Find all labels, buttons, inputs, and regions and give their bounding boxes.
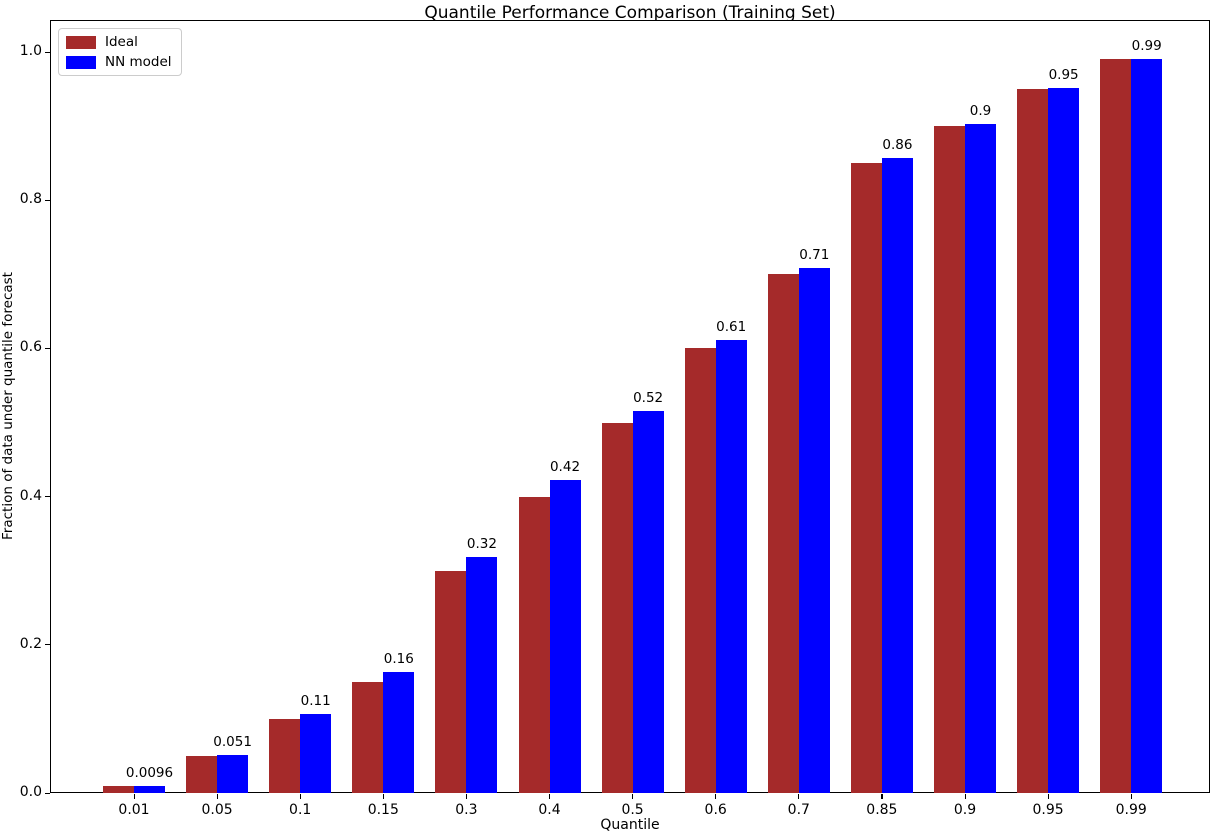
bar-value-label: 0.42 [549, 459, 581, 476]
x-tick-label: 0.4 [538, 802, 561, 818]
x-tick-label: 0.7 [787, 802, 810, 818]
bar-ideal [934, 126, 965, 793]
x-tick-label: 0.1 [289, 802, 312, 818]
bar-ideal [601, 422, 633, 793]
bar-nn-model [965, 123, 996, 793]
x-tick [216, 794, 218, 799]
bar-value-label: 0.11 [300, 692, 331, 709]
y-tick-label: 0.0 [19, 784, 42, 800]
x-tick [549, 794, 551, 799]
legend-label-ideal: Ideal [105, 34, 138, 50]
x-tick-label: 0.6 [704, 802, 727, 818]
x-tick-label: 0.9 [953, 802, 977, 818]
x-tick-label: 0.05 [201, 802, 233, 818]
bar-nn-model [881, 157, 913, 793]
bar-ideal [103, 785, 134, 793]
bar-ideal [850, 163, 882, 793]
x-tick [881, 794, 883, 799]
bar-nn-model [383, 672, 415, 793]
y-tick-label: 0.8 [19, 191, 42, 208]
x-tick [715, 794, 717, 799]
bar-nn-model [549, 480, 581, 793]
x-tick [465, 794, 468, 799]
y-tick [45, 199, 50, 201]
y-tick-label: 0.6 [19, 339, 42, 356]
chart-title: Quantile Performance Comparison (Trainin… [424, 3, 836, 23]
y-tick [45, 792, 50, 794]
bar-nn-model [134, 785, 165, 793]
bar-ideal [186, 755, 218, 793]
bar-value-label: 0.9 [969, 102, 992, 119]
x-axis-label: Quantile [600, 817, 660, 833]
bar-ideal [767, 274, 799, 793]
bar-nn-model [217, 755, 249, 793]
x-tick-label: 0.15 [367, 802, 399, 818]
y-tick-label: 0.4 [19, 487, 42, 504]
bar-value-label: 0.99 [1131, 38, 1162, 55]
bar-nn-model [798, 267, 830, 793]
bar-value-label: 0.86 [882, 136, 913, 153]
bar-value-label: 0.52 [633, 389, 664, 406]
y-tick [45, 496, 50, 498]
x-tick-label: 0.01 [118, 802, 150, 818]
x-tick-label: 0.95 [1032, 802, 1064, 818]
bar-value-label: 0.16 [383, 651, 414, 668]
bar-value-label: 0.61 [716, 319, 747, 336]
x-tick [1047, 794, 1049, 799]
bar-ideal [269, 718, 301, 793]
legend-swatch-nn-model [66, 55, 96, 69]
bar-ideal [518, 496, 550, 793]
bar-value-label: 0.95 [1048, 67, 1079, 84]
x-tick [1130, 794, 1132, 799]
bar-nn-model [632, 410, 664, 793]
bar-value-label: 0.71 [799, 246, 830, 263]
x-tick [964, 794, 966, 799]
x-tick [798, 794, 800, 799]
legend-item-ideal: Ideal [66, 34, 172, 50]
bar-nn-model [1048, 88, 1080, 793]
bar-ideal [1100, 59, 1132, 793]
legend: Ideal NN model [58, 28, 182, 76]
bar-ideal [684, 348, 716, 793]
x-tick-label: 0.85 [866, 802, 898, 818]
y-tick [45, 347, 50, 350]
legend-item-nn-model: NN model [66, 54, 172, 70]
y-tick-label: 1.0 [19, 43, 42, 59]
y-tick [45, 51, 50, 53]
bar-value-label: 0.051 [213, 734, 252, 751]
legend-swatch-ideal [66, 35, 96, 49]
x-tick [382, 794, 384, 799]
bar-ideal [1017, 89, 1049, 793]
bar-value-label: 0.0096 [125, 764, 174, 781]
x-tick-label: 0.5 [621, 802, 644, 818]
bar-nn-model [300, 713, 332, 793]
bar-nn-model [466, 557, 498, 793]
x-tick-label: 0.99 [1115, 802, 1147, 818]
legend-label-nn-model: NN model [105, 54, 172, 70]
y-tick-label: 0.2 [19, 635, 42, 652]
bar-ideal [352, 681, 384, 793]
y-tick [45, 644, 50, 646]
bar-ideal [435, 570, 467, 793]
x-tick [632, 794, 634, 799]
x-tick [133, 794, 135, 799]
bar-value-label: 0.32 [466, 536, 497, 553]
x-tick [299, 794, 301, 799]
bar-nn-model [1131, 59, 1163, 793]
bar-nn-model [715, 340, 747, 793]
x-tick-label: 0.3 [455, 802, 478, 818]
